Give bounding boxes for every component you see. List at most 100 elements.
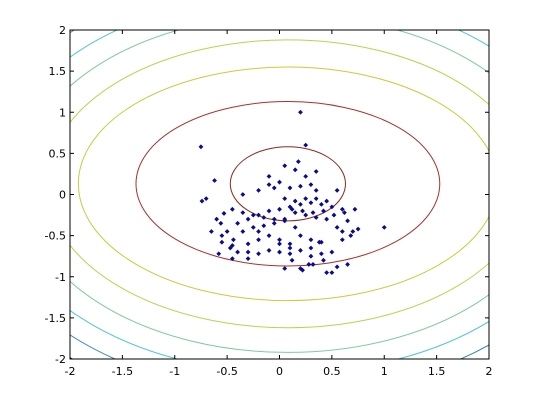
data-point [308, 245, 314, 251]
data-point [271, 185, 277, 191]
data-point [303, 196, 309, 202]
data-point [250, 225, 256, 230]
data-point [224, 229, 230, 234]
data-point [313, 169, 319, 174]
data-point [240, 210, 246, 215]
data-point [298, 183, 303, 189]
x-tick-label: 0 [276, 365, 283, 378]
data-point [219, 239, 225, 245]
y-axis-ticks: 2 1.5 1 0.5 0 -0.5 -1 -1.5 -2 [45, 24, 489, 366]
data-point [334, 264, 340, 270]
data-point [339, 237, 345, 243]
data-point [245, 216, 251, 222]
data-point [339, 206, 345, 212]
data-point [214, 216, 220, 222]
data-point [203, 196, 209, 202]
data-point [245, 249, 251, 255]
contour-line-5 [70, 30, 489, 353]
data-point [266, 248, 272, 253]
data-point [271, 216, 277, 222]
data-point [277, 241, 282, 247]
data-point [292, 210, 298, 215]
data-point [218, 220, 224, 226]
x-tick-label: 1.5 [428, 365, 446, 378]
x-tick-label: -2 [65, 365, 76, 378]
data-point [308, 200, 314, 206]
data-point [303, 142, 309, 148]
data-point [256, 251, 261, 257]
data-point [229, 243, 235, 248]
x-tick-label: 0.5 [323, 365, 341, 378]
data-point [240, 229, 246, 234]
data-point [319, 251, 324, 257]
data-point [256, 229, 261, 234]
data-point [277, 237, 282, 243]
data-point [298, 201, 303, 207]
contour-line-6 [70, 30, 489, 359]
data-point [287, 245, 293, 251]
data-point [329, 204, 335, 210]
data-point [329, 270, 335, 276]
contour-line-1 [229, 146, 346, 222]
data-point [295, 159, 301, 164]
y-tick-label: 2 [59, 24, 66, 37]
data-point [345, 218, 350, 224]
contour-line-3 [77, 66, 489, 302]
data-point [350, 229, 356, 234]
data-point [310, 262, 316, 267]
x-axis-ticks: -2 -1.5 -1 -0.5 0 0.5 1 1.5 2 [65, 30, 493, 378]
contour-line-7 [70, 30, 489, 359]
data-point [303, 174, 309, 179]
x-tick-label: 1 [381, 365, 388, 378]
data-point [324, 270, 330, 276]
data-point [256, 187, 261, 193]
data-point [261, 223, 267, 229]
data-point [199, 198, 205, 204]
data-point [229, 256, 235, 262]
data-point [381, 225, 387, 230]
data-point [209, 229, 214, 234]
data-point [245, 241, 251, 247]
y-tick-label: -0.5 [45, 230, 66, 243]
data-point [282, 266, 288, 271]
data-point [321, 208, 326, 214]
data-point [331, 212, 337, 218]
x-tick-label: 2 [486, 365, 493, 378]
data-point [266, 233, 272, 239]
y-tick-label: 1.5 [49, 65, 67, 78]
data-point [231, 237, 236, 243]
data-point [216, 251, 222, 257]
data-point [266, 182, 272, 188]
data-point [289, 206, 295, 212]
data-point [342, 210, 347, 215]
data-point [319, 201, 324, 207]
data-point [352, 206, 358, 212]
data-point [300, 267, 305, 273]
data-point [271, 220, 277, 226]
data-point [282, 196, 288, 202]
data-point [316, 239, 322, 245]
data-point [329, 249, 335, 255]
data-point [298, 233, 303, 239]
data-point [282, 163, 288, 169]
data-point [282, 218, 288, 224]
data-point [345, 262, 350, 267]
data-point [256, 212, 261, 218]
data-point [298, 248, 303, 253]
data-point [245, 256, 251, 262]
data-point [310, 210, 316, 215]
data-point [298, 109, 303, 115]
data-point [287, 185, 293, 191]
data-point [313, 215, 319, 220]
data-point [308, 182, 314, 188]
data-point [303, 212, 309, 218]
y-tick-label: 0 [59, 189, 66, 202]
data-point [277, 206, 282, 212]
data-point [334, 225, 340, 230]
data-point [292, 167, 298, 173]
x-tick-label: -1.5 [112, 365, 133, 378]
contour-line-4 [70, 39, 489, 329]
data-point [266, 208, 272, 214]
